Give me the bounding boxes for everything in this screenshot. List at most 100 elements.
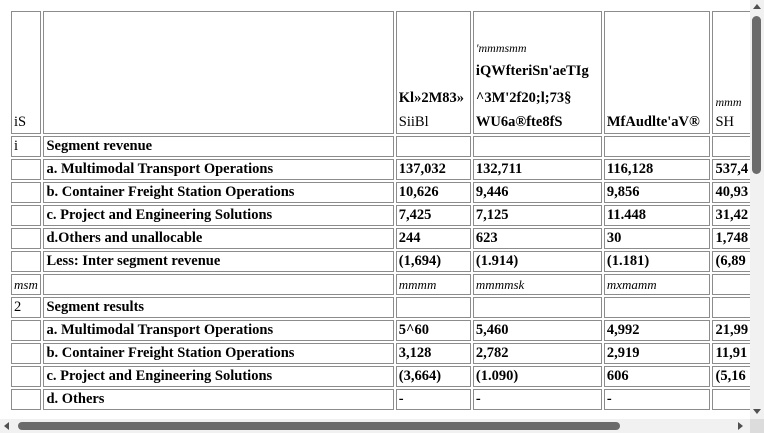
value-cell bbox=[395, 297, 471, 318]
document-viewport: iS Kl»2M83» SiiBl 'mmmsmm iQWfteriSn'aeT… bbox=[9, 9, 750, 412]
value-cell: (1.914) bbox=[472, 251, 602, 272]
row-label-cell: d.Others and unallocable bbox=[43, 228, 394, 249]
row-number-cell bbox=[11, 343, 42, 364]
value-cell: (3,664) bbox=[395, 366, 471, 387]
table-row: d.Others and unallocable 244 623 30 1,748 bbox=[11, 228, 750, 249]
value-cell: 11.448 bbox=[603, 205, 711, 226]
value-cell: - bbox=[603, 389, 711, 410]
row-label-cell: a. Multimodal Transport Operations bbox=[43, 320, 394, 341]
value-cell: - bbox=[395, 389, 471, 410]
table-row: a. Multimodal Transport Operations 5^60 5,… bbox=[11, 320, 750, 341]
row-label-cell: Segment results bbox=[43, 297, 394, 318]
segment-table: iS Kl»2M83» SiiBl 'mmmsmm iQWfteriSn'aeT… bbox=[9, 9, 750, 412]
value-cell: 606 bbox=[603, 366, 711, 387]
header-cell-col4: mmm SH bbox=[712, 11, 750, 134]
row-label-cell: a. Multimodal Transport Operations bbox=[43, 159, 394, 180]
row-label-cell: c. Project and Engineering Solutions bbox=[43, 205, 394, 226]
value-cell: 30 bbox=[603, 228, 711, 249]
value-cell: 3,128 bbox=[395, 343, 471, 364]
value-cell bbox=[712, 297, 750, 318]
row-number-cell: 2 bbox=[11, 297, 42, 318]
row-number-cell bbox=[11, 228, 42, 249]
horizontal-scrollbar[interactable] bbox=[0, 419, 750, 433]
table-row: b. Container Freight Station Operations 1… bbox=[11, 182, 750, 203]
table-row: i Segment revenue bbox=[11, 136, 750, 157]
scroll-up-arrow-icon[interactable] bbox=[753, 4, 761, 9]
row-number-cell bbox=[11, 205, 42, 226]
table-row: 2 Segment results bbox=[11, 297, 750, 318]
scrollbar-corner bbox=[750, 419, 764, 433]
value-cell: (1,694) bbox=[395, 251, 471, 272]
header-cell-particulars bbox=[43, 11, 394, 134]
scroll-down-arrow-icon[interactable] bbox=[753, 409, 761, 414]
value-cell: - bbox=[472, 389, 602, 410]
value-cell: 537,4 bbox=[712, 159, 750, 180]
row-label-cell: c. Project and Engineering Solutions bbox=[43, 366, 394, 387]
scroll-right-arrow-icon[interactable] bbox=[738, 422, 743, 430]
value-cell: 21,99 bbox=[712, 320, 750, 341]
table-row: a. Multimodal Transport Operations 137,03… bbox=[11, 159, 750, 180]
value-cell: 1,748 bbox=[712, 228, 750, 249]
value-cell: 132,711 bbox=[472, 159, 602, 180]
vertical-scrollbar[interactable] bbox=[750, 0, 764, 419]
value-cell: (1.181) bbox=[603, 251, 711, 272]
value-cell: 9,446 bbox=[472, 182, 602, 203]
value-cell: 116,128 bbox=[603, 159, 711, 180]
row-number-cell: i bbox=[11, 136, 42, 157]
table-row: msm mmmm mmmmsk mxmamm bbox=[11, 274, 750, 295]
row-label-cell: d. Others bbox=[43, 389, 394, 410]
value-cell: 244 bbox=[395, 228, 471, 249]
value-cell bbox=[712, 136, 750, 157]
row-number-cell bbox=[11, 366, 42, 387]
value-cell: 5,460 bbox=[472, 320, 602, 341]
table-row: c. Project and Engineering Solutions 7,42… bbox=[11, 205, 750, 226]
value-cell: mmmmsk bbox=[472, 274, 602, 295]
table-row: Less: Inter segment revenue (1,694) (1.914… bbox=[11, 251, 750, 272]
value-cell: 623 bbox=[472, 228, 602, 249]
row-number-cell bbox=[11, 159, 42, 180]
value-cell: 2,919 bbox=[603, 343, 711, 364]
value-cell: 31,42 bbox=[712, 205, 750, 226]
value-cell: 137,032 bbox=[395, 159, 471, 180]
value-cell bbox=[395, 136, 471, 157]
header-row: iS Kl»2M83» SiiBl 'mmmsmm iQWfteriSn'aeT… bbox=[11, 11, 750, 134]
row-number-cell bbox=[11, 251, 42, 272]
row-label-cell: Segment revenue bbox=[43, 136, 394, 157]
value-cell bbox=[603, 136, 711, 157]
row-number-cell bbox=[11, 182, 42, 203]
row-label-cell: Less: Inter segment revenue bbox=[43, 251, 394, 272]
table-row: c. Project and Engineering Solutions (3,6… bbox=[11, 366, 750, 387]
value-cell: 40,93 bbox=[712, 182, 750, 203]
value-cell: (1.090) bbox=[472, 366, 602, 387]
value-cell bbox=[712, 389, 750, 410]
scroll-left-arrow-icon[interactable] bbox=[4, 422, 9, 430]
row-label-cell: b. Container Freight Station Operations bbox=[43, 182, 394, 203]
value-cell: mxmamm bbox=[603, 274, 711, 295]
value-cell bbox=[712, 274, 750, 295]
value-cell: 7,425 bbox=[395, 205, 471, 226]
value-cell: (6,89 bbox=[712, 251, 750, 272]
table-row: b. Container Freight Station Operations 3… bbox=[11, 343, 750, 364]
value-cell: 4,992 bbox=[603, 320, 711, 341]
header-cell-col1: Kl»2M83» SiiBl bbox=[395, 11, 471, 134]
row-number-cell bbox=[11, 389, 42, 410]
horizontal-scroll-thumb[interactable] bbox=[18, 422, 620, 430]
value-cell: 9,856 bbox=[603, 182, 711, 203]
vertical-scroll-thumb[interactable] bbox=[752, 16, 761, 174]
header-cell-col2: 'mmmsmm iQWfteriSn'aeTIg ^3M'2f20;l;73§ … bbox=[472, 11, 602, 134]
header-cell-number: iS bbox=[11, 11, 42, 134]
header-cell-col3: MfAudlte'aV® bbox=[603, 11, 711, 134]
table-row: d. Others - - - bbox=[11, 389, 750, 410]
value-cell: 10,626 bbox=[395, 182, 471, 203]
value-cell: mmmm bbox=[395, 274, 471, 295]
row-number-cell bbox=[11, 320, 42, 341]
value-cell bbox=[472, 297, 602, 318]
row-label-cell bbox=[43, 274, 394, 295]
value-cell: 7,125 bbox=[472, 205, 602, 226]
row-number-cell: msm bbox=[11, 274, 42, 295]
value-cell: 5^60 bbox=[395, 320, 471, 341]
value-cell: (5,16 bbox=[712, 366, 750, 387]
value-cell: 2,782 bbox=[472, 343, 602, 364]
value-cell bbox=[603, 297, 711, 318]
value-cell bbox=[472, 136, 602, 157]
